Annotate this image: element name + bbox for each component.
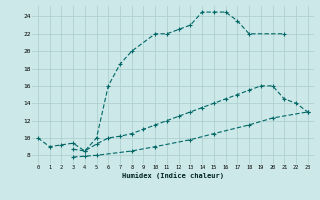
X-axis label: Humidex (Indice chaleur): Humidex (Indice chaleur) <box>122 172 224 179</box>
